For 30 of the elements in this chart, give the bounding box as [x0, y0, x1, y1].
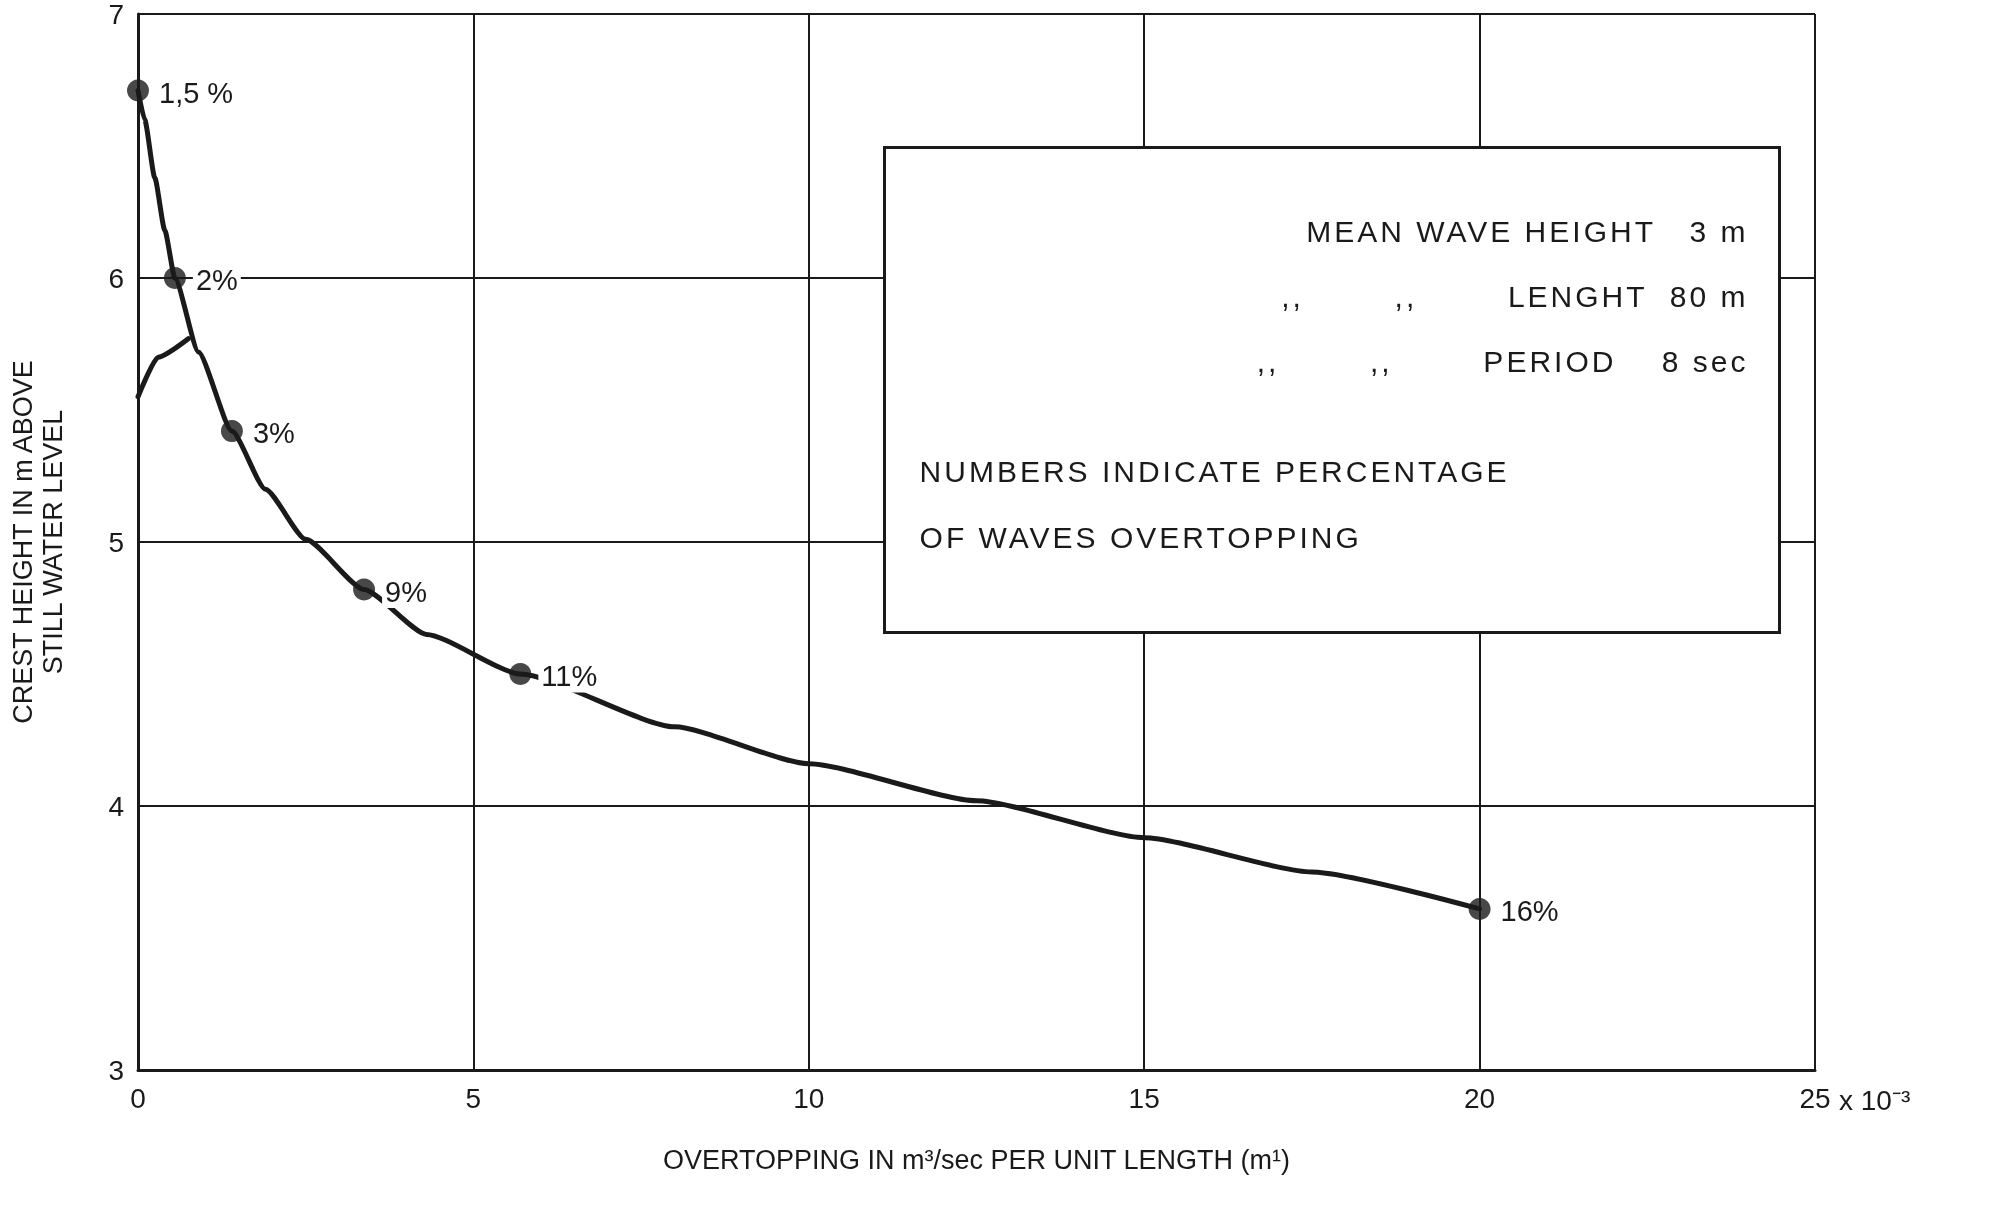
x-tick-label: 20	[1464, 1082, 1496, 1114]
y-axis-title: CREST HEIGHT IN m ABOVE STILL WATER LEVEL	[8, 360, 68, 724]
annotation: MEAN WAVE HEIGHT 3 m	[1306, 214, 1749, 250]
point	[353, 578, 376, 601]
point	[163, 267, 186, 289]
point	[220, 420, 243, 443]
x-tick-label: 15	[1128, 1082, 1160, 1114]
annotation: ,, ,, PERIOD 8 sec	[1256, 344, 1749, 380]
annotation: 3%	[252, 417, 295, 450]
x-tick-label: 5	[465, 1082, 482, 1114]
text: x 10⁻³	[1839, 1084, 1911, 1118]
annotation: NUMBERS INDICATE PERCENTAGE OF WAVES OVERTOPPING	[919, 454, 1510, 556]
point	[127, 79, 149, 102]
x-tick-label: 25	[1799, 1082, 1831, 1114]
x-tick-label: 0	[130, 1082, 146, 1114]
y-tick-label: 3	[108, 1054, 124, 1086]
x-tick-label: 10	[793, 1082, 825, 1114]
annotation: 9%	[385, 575, 427, 608]
annotation: 11%	[541, 660, 598, 692]
y-tick-label: 7	[108, 0, 124, 30]
y-tick-label: 6	[108, 262, 124, 294]
annotation: ,, ,, LENGHT 80 m	[1281, 279, 1749, 315]
annotation: 16%	[1500, 894, 1559, 927]
x-axis-title: OVERTOPPING IN m³/sec PER UNIT LENGTH (m¹)	[662, 1145, 1291, 1175]
y-tick-label: 4	[108, 790, 124, 822]
annotation: 2%	[195, 264, 238, 296]
point	[509, 663, 532, 685]
annotation: 1,5 %	[159, 76, 234, 109]
point	[1468, 897, 1491, 920]
y-tick-label: 5	[108, 526, 124, 558]
